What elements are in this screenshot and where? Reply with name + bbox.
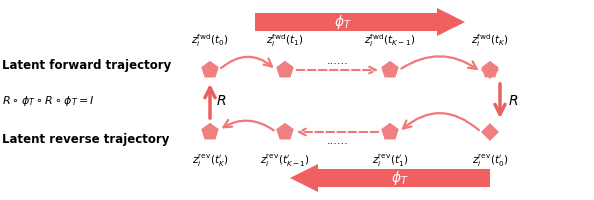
Polygon shape	[276, 61, 293, 77]
Polygon shape	[201, 61, 219, 77]
Polygon shape	[201, 123, 219, 139]
Text: $z_i^{\mathsf{fwd}}(t_K)$: $z_i^{\mathsf{fwd}}(t_K)$	[471, 32, 509, 49]
Text: $z_i^{\mathsf{fwd}}(t_1)$: $z_i^{\mathsf{fwd}}(t_1)$	[266, 32, 304, 49]
Text: Latent reverse trajectory: Latent reverse trajectory	[2, 134, 169, 146]
Polygon shape	[481, 123, 499, 141]
Text: $R \circ \phi_T \circ R \circ \phi_T= I$: $R \circ \phi_T \circ R \circ \phi_T= I$	[2, 94, 95, 108]
Polygon shape	[381, 123, 399, 139]
Polygon shape	[381, 61, 399, 77]
Text: ......: ......	[327, 56, 348, 66]
Polygon shape	[276, 61, 293, 77]
Text: $\phi_T$: $\phi_T$	[334, 13, 352, 31]
Polygon shape	[481, 61, 499, 79]
Text: $z_i^{\mathsf{fwd}}(t_0)$: $z_i^{\mathsf{fwd}}(t_0)$	[191, 32, 229, 49]
Polygon shape	[276, 123, 293, 139]
Text: $R$: $R$	[508, 94, 519, 108]
Polygon shape	[201, 61, 219, 77]
Text: $R$: $R$	[216, 94, 226, 108]
Text: Latent forward trajectory: Latent forward trajectory	[2, 58, 171, 72]
FancyArrow shape	[290, 164, 490, 192]
Text: $z_i^{\mathsf{rev}}(t_0')$: $z_i^{\mathsf{rev}}(t_0')$	[472, 153, 508, 169]
Text: $z_i^{\mathsf{fwd}}(t_{K-1})$: $z_i^{\mathsf{fwd}}(t_{K-1})$	[364, 32, 416, 49]
Text: $z_i^{\mathsf{rev}}(t_1')$: $z_i^{\mathsf{rev}}(t_1')$	[372, 153, 408, 169]
Text: $\phi_T$: $\phi_T$	[391, 169, 409, 187]
Polygon shape	[381, 123, 399, 139]
Text: $z_i^{\mathsf{rev}}(t_K')$: $z_i^{\mathsf{rev}}(t_K')$	[192, 153, 228, 169]
Text: $z_i^{\mathsf{rev}}(t_{K-1}')$: $z_i^{\mathsf{rev}}(t_{K-1}')$	[260, 153, 310, 169]
FancyArrow shape	[255, 8, 465, 36]
Polygon shape	[381, 61, 399, 77]
Text: ......: ......	[327, 136, 348, 146]
Polygon shape	[201, 123, 219, 139]
Polygon shape	[482, 61, 498, 77]
Polygon shape	[276, 123, 293, 139]
